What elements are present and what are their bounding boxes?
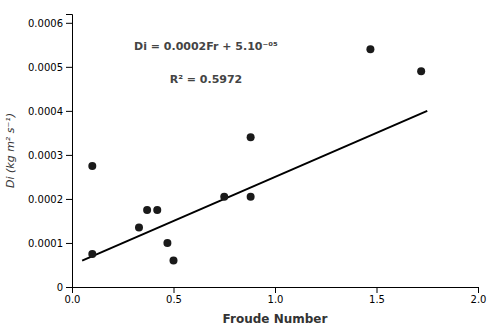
y-axis: 0 0.0001 0.0002 0.0003 0.0004 0.0005 0.0006 [28,15,73,293]
tick: 0.0001 [28,238,72,249]
tick-mark [66,199,72,200]
tick-mark [66,243,72,244]
tick-label: 2.0 [471,294,487,305]
tick-label: 1.5 [369,294,385,305]
tick-label: 0.0004 [28,106,63,117]
point [220,193,228,201]
regression-line [82,111,427,261]
tick-mark [66,111,72,112]
point [88,250,96,258]
tick: 2.0 [471,287,487,305]
tick-mark [478,287,479,293]
marks [82,45,427,264]
tick-mark [66,67,72,68]
tick: 0.0003 [28,150,72,161]
axis-line [66,15,73,288]
tick-mark [377,287,378,293]
tick-label: 1.0 [268,294,284,305]
chart: 0.0 0.5 1.0 1.5 2.0 0 0.0001 0.0002 0.0003 0.0004… [0,0,500,333]
tick-label: 0.5 [166,294,182,305]
point [247,193,255,201]
tick: 1.5 [369,287,385,305]
tick-label: 0.0006 [28,18,63,29]
point [170,257,178,265]
point [247,133,255,141]
tick: 1.0 [268,287,284,305]
plot: 0.0 0.5 1.0 1.5 2.0 0 0.0001 0.0002 0.0003 0.0004… [4,15,486,327]
x-axis: 0.0 0.5 1.0 1.5 2.0 [65,287,487,305]
tick-label: 0.0003 [28,150,63,161]
tick-label: 0.0005 [28,62,63,73]
point [135,224,143,232]
point [366,45,374,53]
tick-mark [66,155,72,156]
tick: 0 [57,282,72,293]
point [417,67,425,75]
axis-line [73,288,479,294]
x-axis-title: Froude Number [223,312,328,326]
tick-mark [66,23,72,24]
tick: 0.0004 [28,106,72,117]
tick: 0.0006 [28,18,72,29]
point [153,206,161,214]
point [163,239,171,247]
annotation: R² = 0.5972 [170,73,243,86]
tick-label: 0 [57,282,63,293]
tick: 0.0002 [28,194,72,205]
point [88,162,96,170]
tick: 0.0005 [28,62,72,73]
annotation: Di = 0.0002Fr + 5.10⁻⁰⁵ [134,40,278,53]
y-axis-title: Di (kg m² s⁻¹) [4,113,17,188]
tick-mark [174,287,175,293]
tick-label: 0.0 [65,294,81,305]
point [143,206,151,214]
tick: 0.0 [65,287,81,305]
tick-label: 0.0002 [28,194,63,205]
tick-label: 0.0001 [28,238,63,249]
tick-mark [66,287,72,288]
tick: 0.5 [166,287,182,305]
tick-mark [275,287,276,293]
